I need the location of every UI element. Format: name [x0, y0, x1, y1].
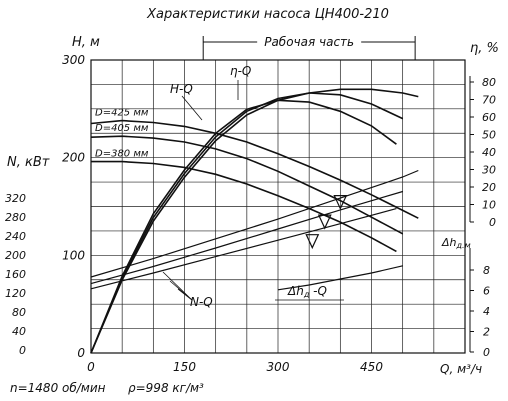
grid: [91, 60, 465, 353]
n-tick-label: 280: [5, 211, 26, 224]
series-line-N-8: [90, 208, 397, 290]
series-line-N-7: [90, 190, 403, 285]
n-tick-label: 120: [5, 287, 26, 300]
eta-tick-label: 40: [482, 146, 496, 159]
eta-tick-label: 10: [482, 199, 496, 212]
dh-tick-label: 0: [483, 346, 490, 359]
dh-axis-label: Δhд.м: [441, 236, 471, 250]
n-tick-label: 240: [5, 230, 26, 243]
working-zone-marker: Рабочая часть: [202, 33, 416, 60]
n-tick-label: 200: [5, 249, 26, 262]
h-tick-label: 100: [62, 248, 85, 262]
x-tick-label: 450: [360, 360, 383, 374]
x-axis: 0 150 300 450: [87, 360, 383, 374]
hq-label: H-Q: [170, 82, 193, 96]
eta-tick-label: 60: [482, 111, 496, 124]
x-tick-label: 300: [267, 360, 290, 374]
h-axis-label: H, м: [72, 35, 100, 50]
eta-tick-label: 20: [482, 181, 496, 194]
diameter-label: D=380 мм: [95, 149, 149, 160]
eta-axis-label: η, %: [470, 41, 499, 56]
series-line-eta-3: [90, 88, 419, 354]
n-tick-label: 0: [19, 344, 26, 357]
x-tick-label: 150: [173, 360, 196, 374]
dhq-label: Δhд -Q: [287, 284, 327, 299]
dh-tick-label: 4: [483, 305, 490, 318]
n-tick-label: 160: [5, 268, 26, 281]
plot-frame: [90, 59, 466, 354]
n-tick-label: 80: [12, 306, 26, 319]
operating-points: [305, 195, 348, 250]
diameter-label: D=405 мм: [95, 123, 149, 134]
dh-tick-label: 2: [483, 326, 490, 339]
x-axis-label: Q, м³/ч: [440, 362, 482, 376]
dh-axis: 0 2 4 6 8: [469, 248, 490, 359]
series-line-H-0: [90, 119, 419, 219]
series-line-H-2: [91, 160, 397, 253]
n-tick-label: 40: [12, 325, 26, 338]
series-line-eta-5: [90, 99, 397, 354]
working-zone-label: Рабочая часть: [264, 35, 354, 49]
h-tick-label: 300: [62, 53, 85, 67]
diameter-labels: D=425 мм D=405 мм D=380 мм: [95, 108, 149, 160]
eta-tick-label: 70: [482, 94, 496, 107]
series-line-dh-9: [277, 265, 403, 291]
eta-tick-label: 0: [489, 216, 496, 229]
h-tick-label: 200: [62, 151, 85, 165]
dh-tick-label: 8: [483, 264, 490, 277]
n-axis-label: N, кВт: [7, 155, 50, 170]
curve-labels: H-Q η-Q N-Q Δhд -Q: [162, 64, 344, 309]
h-axis: 0 100 200 300: [62, 53, 85, 360]
diameter-label: D=425 мм: [95, 108, 149, 119]
n-tick-label: 320: [5, 192, 26, 205]
chart-title: Характеристики насоса ЦН400-210: [146, 7, 389, 22]
operating-point-marker: [333, 195, 348, 211]
operating-point-marker: [305, 234, 320, 250]
nq-label: N-Q: [190, 295, 213, 309]
etaq-label: η-Q: [230, 64, 251, 78]
footer-speed: n=1480 об/мин: [10, 381, 106, 395]
x-tick-label: 0: [87, 360, 95, 374]
eta-tick-label: 50: [482, 129, 496, 142]
operating-point-marker: [317, 214, 332, 230]
series-line-eta-4: [90, 92, 404, 354]
eta-tick-label: 80: [482, 76, 496, 89]
footer-density: ρ=998 кг/м³: [128, 381, 204, 395]
eta-tick-label: 30: [482, 164, 496, 177]
series-curves: [90, 88, 419, 354]
n-axis: 0 40 80 120 160 200 240 280 320: [5, 192, 26, 357]
h-tick-label: 0: [77, 346, 85, 360]
series-line-N-6: [90, 169, 419, 278]
series-line-H-1: [90, 135, 404, 235]
dh-tick-label: 6: [483, 285, 490, 298]
eta-axis: 0 10 20 30 40 50 60 70 80: [469, 76, 496, 229]
